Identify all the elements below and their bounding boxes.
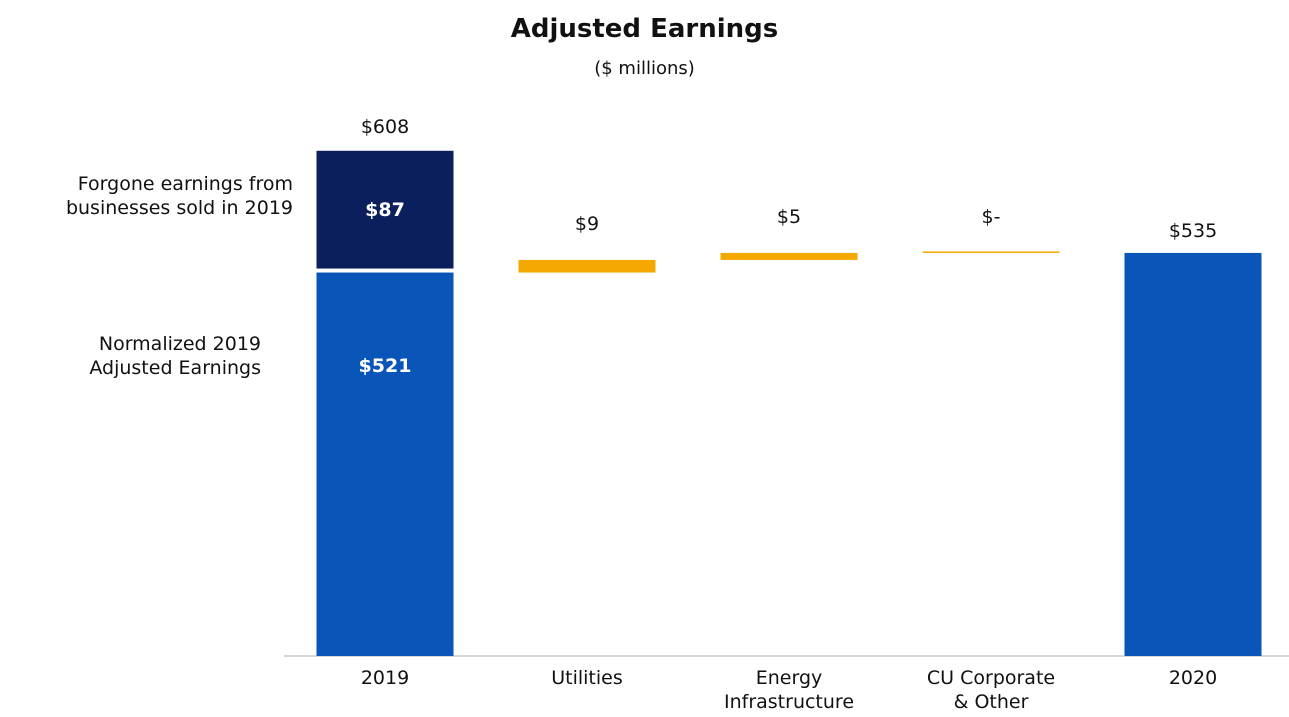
- value-label: $535: [1168, 219, 1218, 242]
- bar: [1124, 252, 1262, 656]
- forgone-label: Forgone earnings from businesses sold in…: [65, 173, 293, 219]
- chart-subtitle: ($ millions): [594, 58, 695, 79]
- x-tick-label: CU Corporate & Other: [926, 667, 1056, 713]
- x-tick-label: 2020: [1168, 667, 1218, 689]
- total-label: $608: [360, 115, 410, 138]
- bar: [922, 251, 1060, 253]
- bar: [518, 259, 656, 273]
- value-label: $9: [574, 212, 600, 235]
- value-label: $521: [358, 355, 412, 378]
- value-label: $5: [776, 205, 802, 228]
- x-tick-label: Utilities: [551, 667, 623, 689]
- chart-title: Adjusted Earnings: [510, 14, 779, 44]
- bar: [720, 252, 858, 260]
- x-tick-label: Energy Infrastructure: [723, 667, 855, 713]
- normalized-label: Normalized 2019 Adjusted Earnings: [89, 333, 261, 379]
- value-label: $-: [981, 205, 1001, 228]
- bar: [316, 272, 454, 656]
- bar-forgone: [316, 150, 454, 269]
- value-label: $87: [365, 198, 405, 221]
- x-tick-label: 2019: [360, 667, 410, 689]
